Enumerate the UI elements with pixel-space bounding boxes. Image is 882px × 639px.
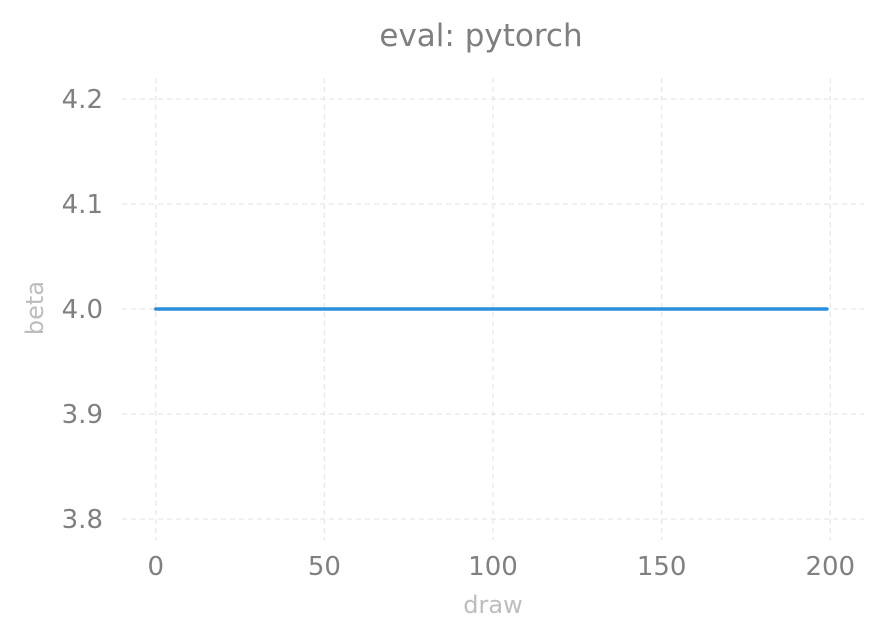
y-tick-labels: 3.8 3.9 4.0 4.1 4.2	[62, 85, 103, 535]
y-axis-label: beta	[21, 281, 49, 335]
x-tick-label: 0	[147, 552, 164, 582]
x-tick-label: 100	[468, 552, 518, 582]
y-tick-label: 4.0	[62, 295, 103, 325]
x-tick-label: 200	[805, 552, 855, 582]
y-tick-label: 4.2	[62, 85, 103, 115]
x-tick-labels: 0 50 100 150 200	[147, 552, 855, 582]
x-axis-label: draw	[463, 591, 522, 619]
x-tick-label: 150	[637, 552, 687, 582]
x-tick-label: 50	[308, 552, 341, 582]
y-tick-label: 3.8	[62, 505, 103, 535]
y-tick-label: 3.9	[62, 400, 103, 430]
y-tick-label: 4.1	[62, 190, 103, 220]
chart-title: eval: pytorch	[379, 18, 582, 54]
